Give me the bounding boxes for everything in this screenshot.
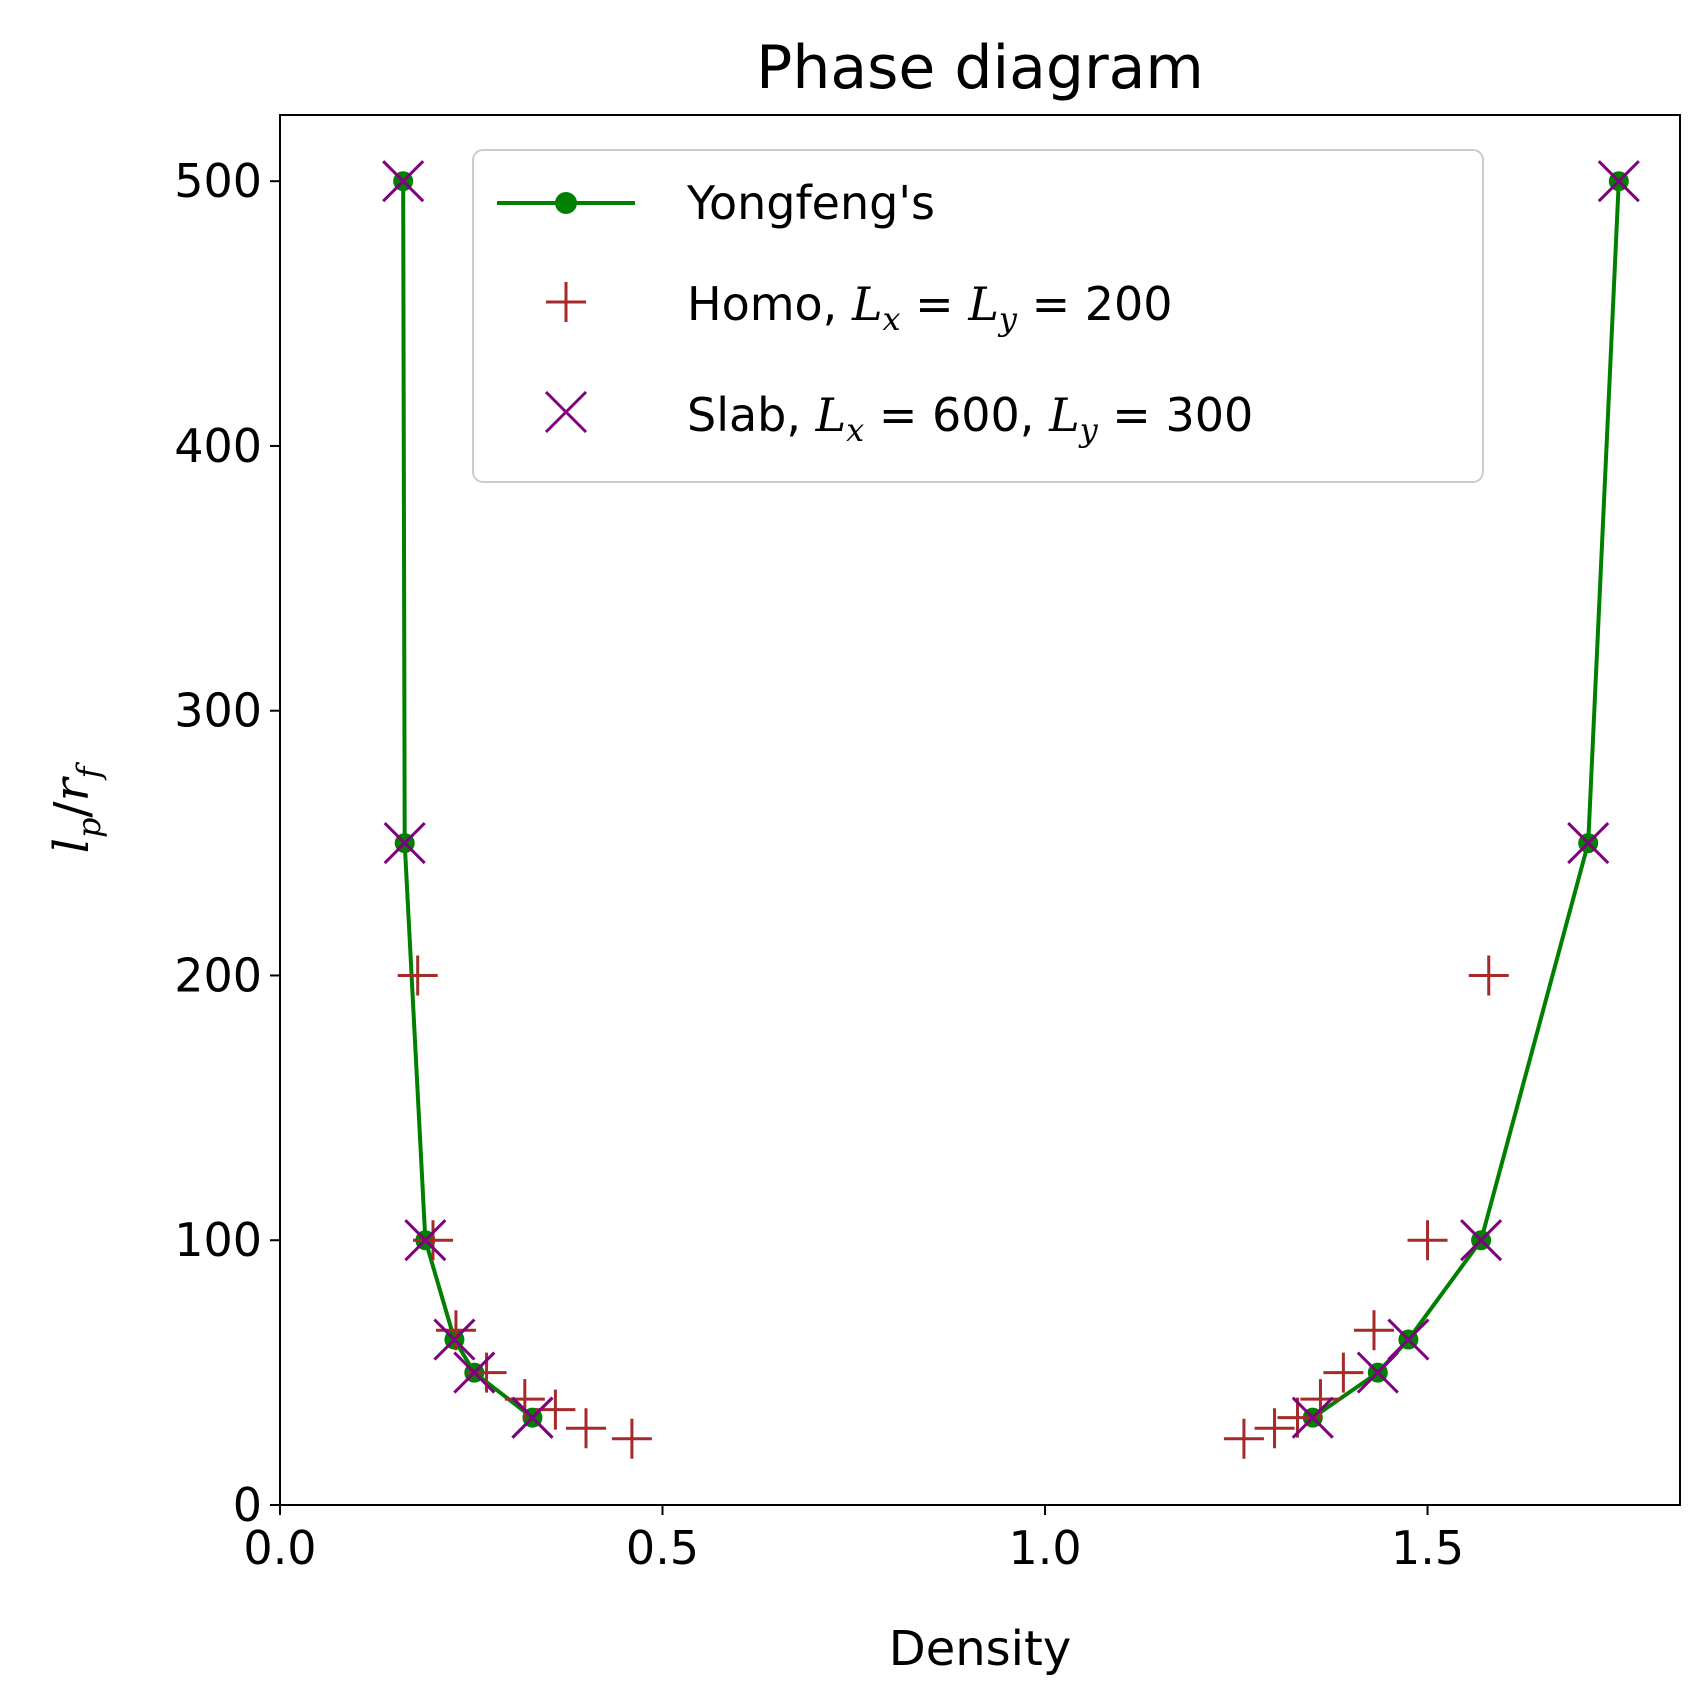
slab-point-11 xyxy=(1567,822,1610,865)
legend-homo-prefix: Homo, xyxy=(687,277,852,331)
x-axis-label: Density xyxy=(889,1621,1071,1677)
legend-marker-yongfeng xyxy=(555,192,577,214)
yongfeng-line-branch-1 xyxy=(1311,181,1621,1420)
legend-homo-L2: L xyxy=(967,277,999,331)
chart-title: Phase diagram xyxy=(756,33,1204,103)
legend-homo-sub-y: y xyxy=(997,300,1018,338)
slab-point-0 xyxy=(382,160,425,203)
x-tick-label-3: 1.5 xyxy=(1391,1521,1464,1575)
legend-slab-sub-x: x xyxy=(846,411,864,449)
x-axis: 0.0 0.5 1.0 1.5 xyxy=(243,1505,1464,1575)
legend-homo-sub-x: x xyxy=(882,300,900,338)
legend-marker-homo xyxy=(546,282,586,322)
y-tick-label-5: 500 xyxy=(174,154,262,208)
x-tick-label-2: 1.0 xyxy=(1008,1521,1081,1575)
legend-label-slab: Slab, Lx = 600, Ly = 300 xyxy=(687,388,1253,449)
x-tick-label-0: 0.0 xyxy=(243,1521,316,1575)
legend-homo-eq1: = xyxy=(901,277,969,331)
homo-point-8 xyxy=(1223,1418,1264,1459)
legend-slab-sub-y: y xyxy=(1078,411,1099,449)
slab-point-3 xyxy=(433,1318,476,1361)
slab-point-4 xyxy=(453,1351,496,1394)
legend-homo-L1: L xyxy=(851,277,883,331)
homo-point-0 xyxy=(397,955,438,996)
homo-point-12 xyxy=(1323,1352,1364,1393)
y-axis: 0 100 200 300 400 500 xyxy=(174,154,280,1532)
legend-marker-slab xyxy=(544,390,588,434)
homo-point-13 xyxy=(1353,1310,1394,1351)
homo-point-9 xyxy=(1254,1408,1295,1449)
legend-item-yongfeng: Yongfeng's xyxy=(497,176,935,230)
y-tick-label-1: 100 xyxy=(174,1213,262,1267)
y-tick-label-2: 200 xyxy=(174,948,262,1002)
legend-label-homo: Homo, Lx = Ly = 200 xyxy=(687,277,1173,338)
ylabel-rf: r xyxy=(44,775,100,801)
yongfeng-line-branch-0 xyxy=(401,181,534,1420)
slab-point-1 xyxy=(383,822,426,865)
plot-area xyxy=(279,114,1681,1506)
homo-point-1 xyxy=(413,1220,454,1261)
slab-point-7 xyxy=(1291,1396,1334,1439)
ylabel-lp: l xyxy=(44,838,100,853)
homo-point-2 xyxy=(435,1310,476,1351)
ylabel-lp-sub: p xyxy=(70,818,108,838)
homo-point-6 xyxy=(566,1408,607,1449)
homo-point-11 xyxy=(1300,1379,1341,1420)
legend-slab-eq2: = 300 xyxy=(1098,388,1254,442)
slab-point-12 xyxy=(1597,160,1640,203)
ylabel-slash: / xyxy=(44,801,100,818)
slab-point-6 xyxy=(511,1396,554,1439)
legend-box xyxy=(472,149,1484,483)
slab-point-9 xyxy=(1387,1318,1430,1361)
homo-point-7 xyxy=(611,1418,652,1459)
y-tick-label-0: 0 xyxy=(233,1478,262,1532)
legend-slab-eq1: = 600, xyxy=(864,388,1049,442)
legend-slab-L2: L xyxy=(1048,388,1080,442)
x-tick-label-1: 0.5 xyxy=(626,1521,699,1575)
homo-point-4 xyxy=(504,1379,545,1420)
slab-point-8 xyxy=(1356,1351,1399,1394)
axes-frame xyxy=(279,114,1681,1506)
homo-point-15 xyxy=(1468,955,1509,996)
legend-homo-eq2: = 200 xyxy=(1017,277,1173,331)
slab-point-10 xyxy=(1460,1219,1503,1262)
y-tick-label-3: 300 xyxy=(174,684,262,738)
legend-slab-prefix: Slab, xyxy=(687,388,816,442)
y-tick-label-4: 400 xyxy=(174,419,262,473)
legend-slab-L1: L xyxy=(815,388,847,442)
legend-item-slab: Slab, Lx = 600, Ly = 300 xyxy=(544,388,1253,449)
legend: Yongfeng's Homo, Lx = Ly = 200 Slab, Lx … xyxy=(472,149,1484,483)
legend-label-yongfeng: Yongfeng's xyxy=(686,176,935,230)
legend-item-homo: Homo, Lx = Ly = 200 xyxy=(546,277,1173,338)
homo-point-14 xyxy=(1407,1220,1448,1261)
series-layer xyxy=(382,160,1640,1459)
slab-point-2 xyxy=(404,1219,447,1262)
